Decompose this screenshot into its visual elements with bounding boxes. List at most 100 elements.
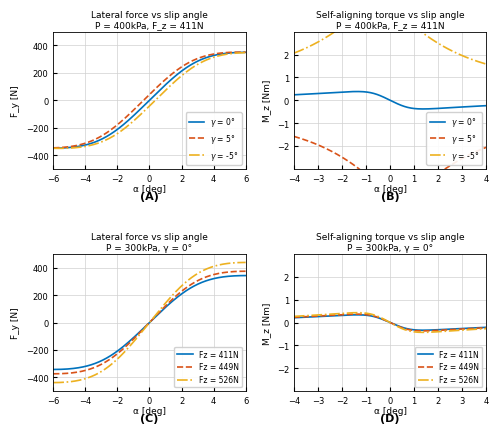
$\gamma$ = 5$\degree$ — [466, 153, 472, 158]
$\gamma$ = -5$\degree$ — [168, 83, 174, 88]
$\gamma$ = 0$\degree$ — [291, 93, 297, 98]
$\gamma$ = 0$\degree$ — [420, 107, 426, 112]
$\gamma$ = -5$\degree$ — [213, 55, 219, 60]
$\gamma$ = 0$\degree$ — [454, 106, 460, 111]
$\gamma$ = -5$\degree$ — [242, 51, 248, 56]
$\gamma$ = 5$\degree$ — [164, 76, 170, 81]
Fz = 449N — [354, 312, 360, 317]
Fz = 411N — [242, 273, 248, 279]
$\gamma$ = 0$\degree$ — [212, 53, 218, 59]
Fz = 526N — [51, 380, 57, 385]
$\gamma$ = 0$\degree$ — [410, 106, 416, 112]
Title: Self-aligning torque vs slip angle
P = 300kPa, γ = 0°: Self-aligning torque vs slip angle P = 3… — [316, 233, 464, 252]
Line: $\gamma$ = -5$\degree$: $\gamma$ = -5$\degree$ — [54, 53, 246, 149]
Fz = 526N — [224, 261, 230, 266]
$\gamma$ = 5$\degree$ — [242, 50, 248, 56]
$\gamma$ = -5$\degree$ — [466, 57, 472, 62]
Fz = 449N — [291, 315, 297, 320]
$\gamma$ = 0$\degree$ — [165, 81, 171, 86]
Fz = 449N — [165, 301, 171, 307]
Line: Fz = 411N: Fz = 411N — [54, 276, 246, 370]
$\gamma$ = 0$\degree$ — [224, 51, 230, 57]
Text: (D): (D) — [380, 413, 400, 423]
Fz = 411N — [420, 328, 426, 333]
$\gamma$ = -5$\degree$ — [292, 51, 298, 57]
$\gamma$ = 5$\degree$ — [212, 52, 218, 57]
Fz = 526N — [291, 314, 297, 319]
Fz = 449N — [292, 315, 298, 320]
X-axis label: α [deg]: α [deg] — [133, 185, 166, 194]
Fz = 526N — [212, 264, 218, 269]
$\gamma$ = -5$\degree$ — [56, 146, 62, 152]
$\gamma$ = -5$\degree$ — [410, 22, 416, 28]
$\gamma$ = 5$\degree$ — [224, 51, 230, 56]
$\gamma$ = 5$\degree$ — [238, 50, 244, 56]
Fz = 411N — [224, 274, 230, 279]
Fz = 526N — [354, 311, 360, 316]
Line: $\gamma$ = 0$\degree$: $\gamma$ = 0$\degree$ — [294, 92, 486, 110]
Line: $\gamma$ = -5$\degree$: $\gamma$ = -5$\degree$ — [294, 5, 486, 65]
Fz = 449N — [484, 325, 490, 331]
Legend: $\gamma$ = 0$\degree$, $\gamma$ = 5$\degree$, $\gamma$ = -5$\degree$: $\gamma$ = 0$\degree$, $\gamma$ = 5$\deg… — [186, 113, 242, 166]
Fz = 411N — [410, 327, 416, 332]
Legend: Fz = 411N, Fz = 449N, Fz = 526N: Fz = 411N, Fz = 449N, Fz = 526N — [174, 347, 242, 387]
X-axis label: α [deg]: α [deg] — [133, 406, 166, 415]
$\gamma$ = 0$\degree$ — [50, 146, 56, 152]
Text: (A): (A) — [140, 191, 159, 201]
Legend: Fz = 411N, Fz = 449N, Fz = 526N: Fz = 411N, Fz = 449N, Fz = 526N — [415, 347, 482, 387]
$\gamma$ = -5$\degree$ — [50, 146, 56, 152]
$\gamma$ = -5$\degree$ — [378, 2, 384, 7]
Fz = 411N — [212, 276, 218, 281]
$\gamma$ = -5$\degree$ — [51, 146, 57, 152]
Fz = 526N — [164, 299, 170, 304]
Title: Lateral force vs slip angle
P = 400kPa, F_z = 411N: Lateral force vs slip angle P = 400kPa, … — [91, 11, 208, 31]
$\gamma$ = 0$\degree$ — [292, 93, 298, 98]
$\gamma$ = 5$\degree$ — [292, 134, 298, 140]
Fz = 449N — [466, 326, 472, 332]
$\gamma$ = 0$\degree$ — [406, 106, 412, 111]
Fz = 411N — [354, 312, 360, 318]
$\gamma$ = 0$\degree$ — [354, 90, 360, 95]
Fz = 526N — [410, 329, 416, 335]
Fz = 411N — [454, 326, 460, 332]
Fz = 411N — [406, 327, 411, 332]
Fz = 449N — [406, 327, 411, 332]
Fz = 449N — [51, 371, 57, 377]
Fz = 411N — [51, 367, 57, 372]
$\gamma$ = 0$\degree$ — [466, 105, 472, 110]
Fz = 411N — [291, 315, 297, 321]
Fz = 526N — [242, 260, 248, 265]
$\gamma$ = 5$\degree$ — [406, 192, 412, 197]
Fz = 526N — [420, 330, 426, 335]
Text: (C): (C) — [140, 413, 158, 423]
Y-axis label: F_y [N]: F_y [N] — [11, 85, 20, 117]
$\gamma$ = 5$\degree$ — [50, 146, 56, 151]
Y-axis label: M_z [Nm]: M_z [Nm] — [262, 80, 271, 122]
Fz = 411N — [165, 303, 171, 308]
Fz = 449N — [420, 328, 426, 334]
Line: Fz = 526N: Fz = 526N — [54, 263, 246, 383]
$\gamma$ = 5$\degree$ — [51, 146, 57, 151]
Y-axis label: M_z [Nm]: M_z [Nm] — [262, 302, 271, 344]
Legend: $\gamma$ = 0$\degree$, $\gamma$ = 5$\degree$, $\gamma$ = -5$\degree$: $\gamma$ = 0$\degree$, $\gamma$ = 5$\deg… — [426, 113, 482, 166]
Fz = 411N — [168, 300, 174, 305]
$\gamma$ = -5$\degree$ — [165, 86, 171, 92]
Line: Fz = 449N: Fz = 449N — [294, 314, 486, 331]
Fz = 411N — [164, 304, 170, 309]
Line: $\gamma$ = 0$\degree$: $\gamma$ = 0$\degree$ — [54, 53, 246, 149]
Title: Lateral force vs slip angle
P = 300kPa, γ = 0°: Lateral force vs slip angle P = 300kPa, … — [91, 233, 208, 252]
$\gamma$ = -5$\degree$ — [291, 51, 297, 57]
$\gamma$ = -5$\degree$ — [166, 85, 172, 91]
Fz = 449N — [168, 298, 174, 304]
Fz = 526N — [454, 328, 460, 333]
Fz = 526N — [406, 328, 411, 334]
Fz = 411N — [406, 327, 412, 332]
Fz = 449N — [212, 272, 218, 277]
Fz = 449N — [410, 328, 416, 333]
Line: $\gamma$ = 5$\degree$: $\gamma$ = 5$\degree$ — [294, 137, 486, 197]
$\gamma$ = 0$\degree$ — [168, 78, 174, 83]
$\gamma$ = 5$\degree$ — [406, 192, 411, 198]
Fz = 449N — [406, 327, 412, 332]
$\gamma$ = -5$\degree$ — [226, 52, 232, 57]
Fz = 526N — [406, 328, 412, 334]
